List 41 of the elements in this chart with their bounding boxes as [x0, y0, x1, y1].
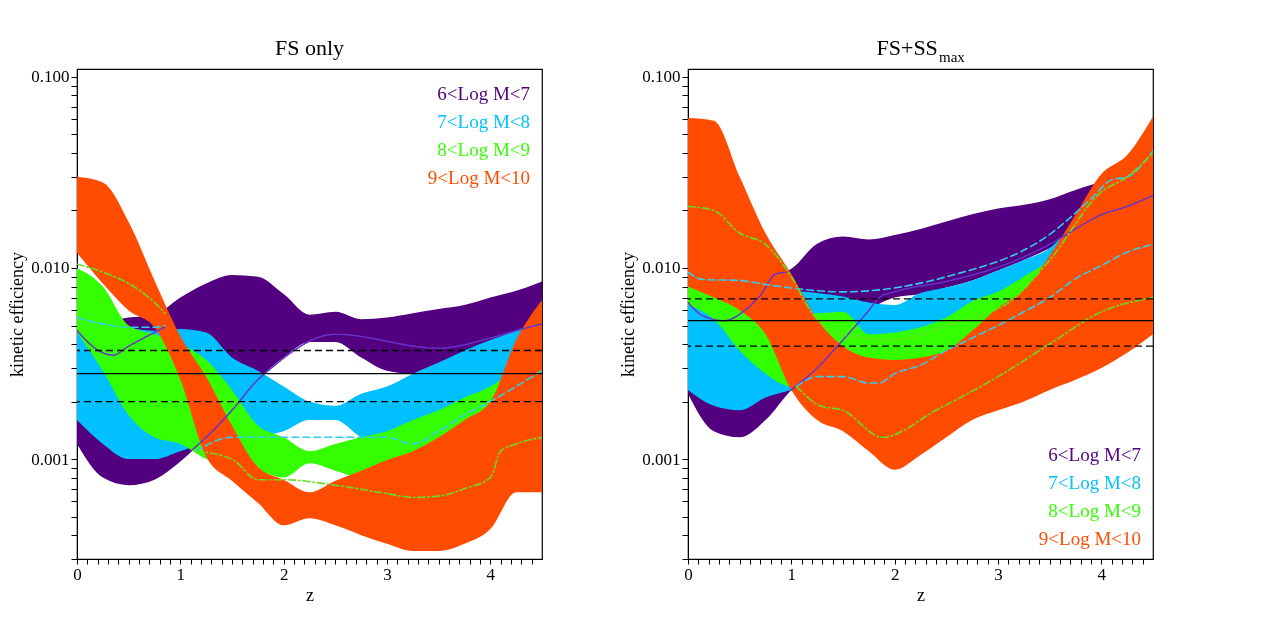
- y-axis-title: kinetic efficiency: [7, 251, 28, 378]
- legend-label: 7<Log M<8: [1048, 472, 1141, 493]
- line-series: [790, 194, 1153, 391]
- legend-label: 9<Log M<10: [427, 167, 530, 188]
- line-series: [195, 369, 542, 452]
- legend-label: 6<Log M<7: [1048, 444, 1141, 465]
- chart-title: FS only: [274, 35, 345, 60]
- line-series: [77, 263, 166, 314]
- y-axis-title: kinetic efficiency: [618, 251, 639, 378]
- legend-label: 8<Log M<9: [437, 139, 530, 160]
- line-series: [688, 271, 787, 322]
- x-tick-label: 4: [1097, 564, 1107, 584]
- x-tick-label: 0: [73, 564, 82, 584]
- x-tick-label: 0: [684, 564, 693, 584]
- line-series: [77, 316, 166, 328]
- x-tick-label: 1: [176, 564, 186, 584]
- x-axis-title: z: [306, 584, 314, 605]
- y-tick-label: 0.010: [642, 258, 681, 278]
- y-tick-label: 0.001: [31, 449, 70, 469]
- y-tick-label: 0.010: [31, 258, 70, 278]
- legend-label: 6<Log M<7: [437, 83, 530, 104]
- line-series: [795, 296, 1153, 439]
- legend-label: 7<Log M<8: [437, 111, 530, 132]
- x-axis-title: z: [917, 584, 925, 605]
- x-tick-label: 3: [383, 564, 392, 584]
- x-tick-label: 1: [787, 564, 797, 584]
- line-series: [195, 436, 542, 499]
- legend-label: 9<Log M<10: [1038, 528, 1141, 549]
- y-tick-label: 0.100: [642, 67, 681, 87]
- legend-label: 8<Log M<9: [1048, 500, 1141, 521]
- x-tick-label: 4: [486, 564, 496, 584]
- y-tick-label: 0.100: [31, 67, 70, 87]
- x-tick-label: 2: [890, 564, 900, 584]
- y-tick-label: 0.001: [642, 449, 681, 469]
- x-tick-label: 2: [279, 564, 289, 584]
- line-series: [795, 243, 1153, 388]
- line-series: [77, 326, 166, 356]
- line-series: [189, 323, 542, 452]
- x-tick-label: 3: [994, 564, 1003, 584]
- line-series: [688, 152, 1153, 341]
- line-series: [688, 150, 1153, 293]
